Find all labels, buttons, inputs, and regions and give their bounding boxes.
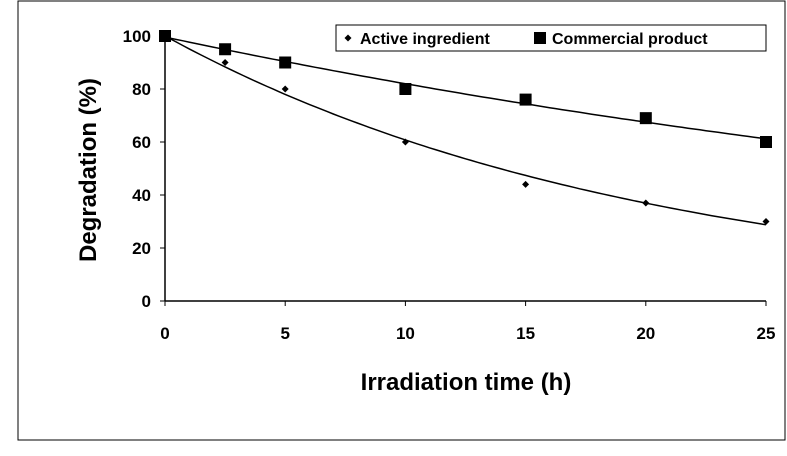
marker-diamond bbox=[221, 59, 229, 66]
marker-diamond bbox=[281, 85, 289, 93]
x-tick-label: 15 bbox=[516, 324, 535, 343]
legend-label: Commercial product bbox=[552, 31, 708, 48]
x-tick-label: 5 bbox=[280, 324, 289, 343]
x-axis-title: Irradiation time (h) bbox=[361, 369, 572, 396]
legend-label: Active ingredient bbox=[360, 31, 490, 48]
marker-square bbox=[760, 136, 772, 148]
marker-diamond bbox=[762, 218, 770, 225]
marker-diamond bbox=[344, 34, 352, 42]
marker-diamond bbox=[522, 180, 530, 188]
y-tick-label: 60 bbox=[132, 133, 151, 152]
marker-diamond bbox=[401, 138, 409, 146]
marker-square bbox=[399, 83, 412, 95]
marker-square bbox=[519, 93, 532, 106]
marker-square bbox=[159, 30, 171, 42]
marker-diamond bbox=[642, 199, 650, 207]
x-tick-label: 0 bbox=[160, 324, 169, 343]
y-tick-label: 100 bbox=[123, 27, 151, 46]
legend-box bbox=[335, 24, 767, 52]
y-tick-label: 80 bbox=[132, 80, 151, 99]
trend-line bbox=[164, 36, 767, 140]
trend-line bbox=[164, 35, 767, 226]
marker-square bbox=[534, 32, 546, 44]
x-tick-label: 25 bbox=[757, 324, 776, 343]
marker-square bbox=[639, 112, 652, 125]
x-tick-label: 10 bbox=[396, 324, 415, 343]
y-tick-label: 20 bbox=[132, 239, 151, 258]
y-axis-title: Degradation (%) bbox=[75, 78, 102, 262]
x-tick-label: 20 bbox=[636, 324, 655, 343]
y-tick-label: 40 bbox=[132, 186, 151, 205]
marker-square bbox=[219, 43, 232, 56]
chart-frame bbox=[17, 0, 786, 441]
y-tick-label: 0 bbox=[142, 292, 151, 311]
marker-square bbox=[279, 56, 292, 69]
